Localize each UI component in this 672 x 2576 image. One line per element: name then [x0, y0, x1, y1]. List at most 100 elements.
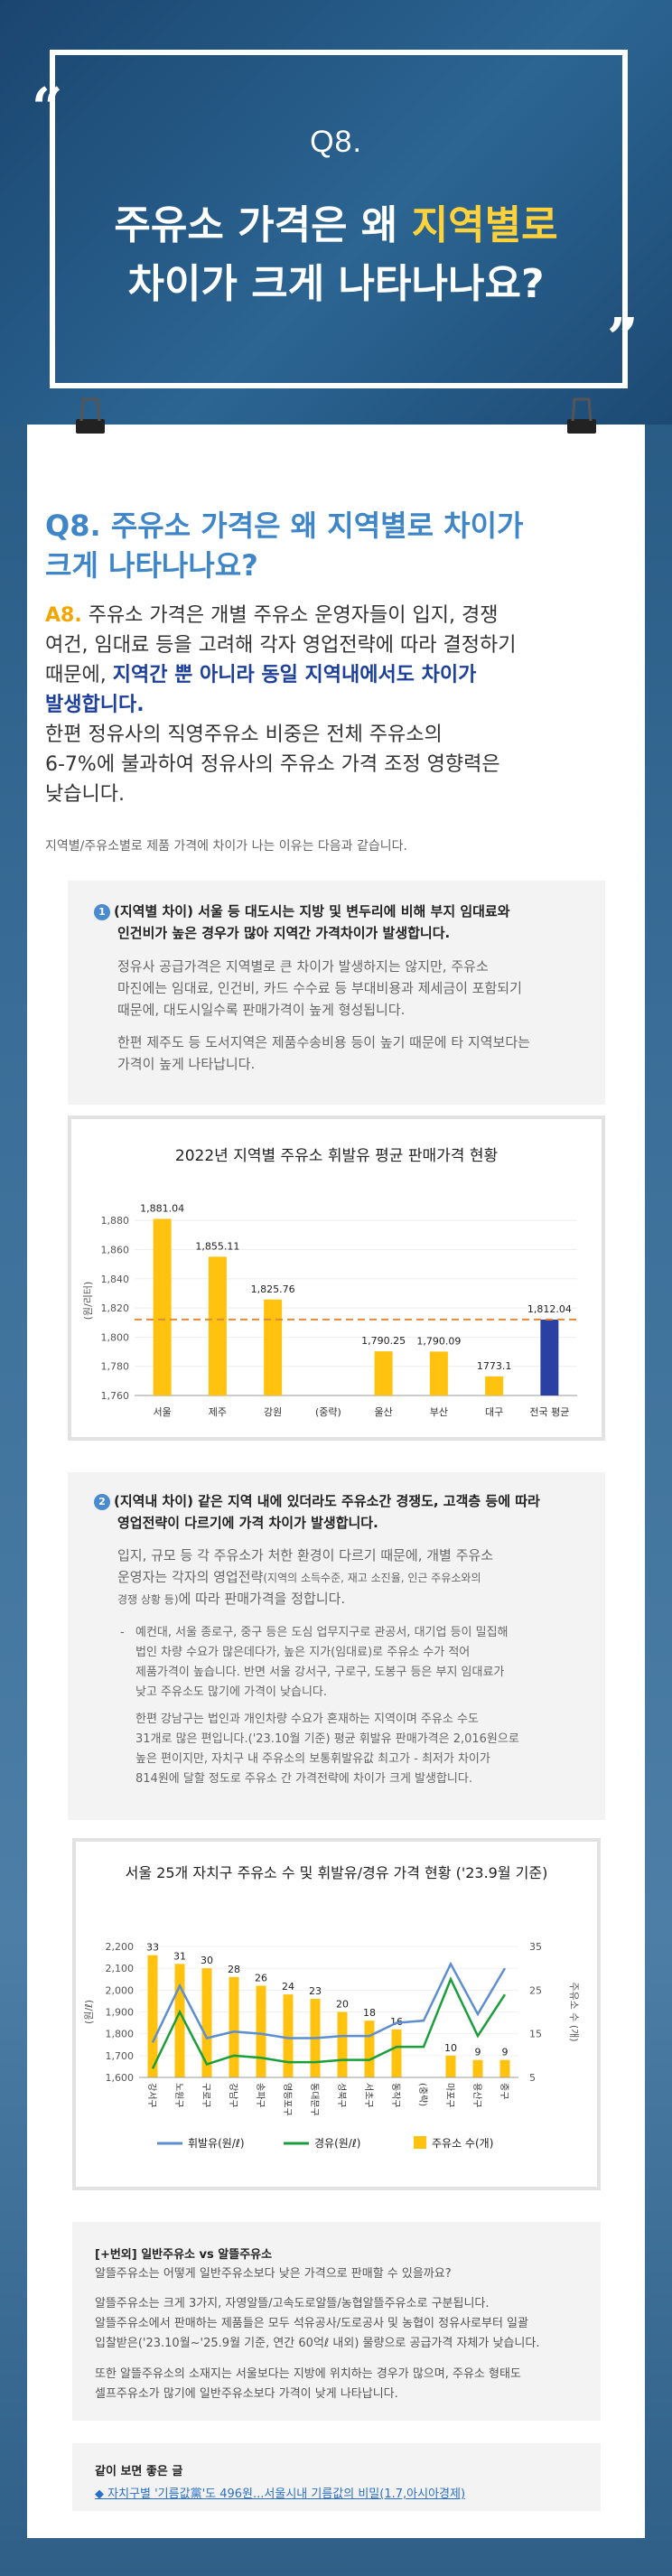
bar — [264, 1299, 283, 1395]
data-label: 28 — [228, 1964, 240, 1975]
bar — [229, 1976, 239, 2077]
data-label: 1,855.11 — [195, 1240, 239, 1252]
legend-label: 주유소 수(개) — [432, 2137, 493, 2150]
example-text: 낮고 주유소도 많기에 가격이 낮습니다. — [135, 1685, 328, 1699]
y2-tick-label: 35 — [529, 1941, 542, 1953]
legend-swatch — [414, 2136, 426, 2149]
bar — [374, 1351, 393, 1395]
related-title: 같이 보면 좋은 글 — [95, 2465, 183, 2478]
example-text: 높은 편이지만, 자치구 내 주유소의 보통휘발유값 최고가 - 최저가 차이가 — [135, 1752, 490, 1766]
bar — [499, 2059, 510, 2077]
legend-label: 경유(원/ℓ) — [314, 2137, 360, 2150]
data-label: 31 — [173, 1950, 186, 1962]
bar — [174, 1964, 185, 2077]
extra-note-text: 또한 알뜰주유소의 소재지는 서울보다는 지방에 위치하는 경우가 많으며, 주… — [95, 2367, 521, 2381]
data-label: 1,812.04 — [527, 1303, 572, 1315]
data-label: 1,825.76 — [251, 1283, 295, 1295]
y2-axis-label: 주유소 수 (개) — [568, 1982, 580, 2041]
gasoline-price-line — [151, 1961, 507, 2043]
bar — [153, 1218, 172, 1395]
hero-title-part: 주유소 가격은 왜 — [114, 202, 412, 248]
x-tick-label: 부산 — [430, 1406, 448, 1418]
bar — [445, 2055, 456, 2077]
extra-note-box — [72, 2222, 601, 2421]
bar — [283, 1994, 294, 2077]
answer-line: 때문에, 지역간 뿐 아니라 동일 지역내에서도 차이가 — [45, 660, 623, 690]
bar — [472, 2059, 483, 2077]
y-tick-label: 1,800 — [101, 1331, 130, 1343]
x-tick-label: 서울 — [154, 1406, 172, 1418]
data-label: 9 — [475, 2047, 481, 2058]
hero-frame — [50, 50, 628, 388]
answer-text: A8. 주유소 가격은 개별 주유소 운영자들이 입지, 경쟁 여건, 임대료 … — [45, 601, 623, 809]
y-tick-label: 2,000 — [106, 1984, 135, 1996]
y-tick-label: 2,200 — [106, 1941, 135, 1953]
reason-text: 때문에, 대도시일수록 판매가격이 높게 형성됩니다. — [117, 1002, 406, 1018]
number-badge: 2 — [94, 1494, 110, 1510]
intro-text: 지역별/주유소별로 제품 가격에 차이가 나는 이유는 다음과 같습니다. — [45, 839, 407, 854]
x-tick-label: 서초구 — [363, 2083, 374, 2108]
data-label: 20 — [336, 1999, 349, 2011]
x-tick-label: 대구 — [485, 1406, 503, 1418]
x-tick-label: 강남구 — [228, 2083, 238, 2108]
y-tick-label: 1,900 — [106, 2007, 135, 2019]
related-box — [72, 2443, 601, 2511]
section-title-line: Q8. 주유소 가격은 왜 지역별로 차이가 — [45, 509, 524, 543]
x-tick-label: 구로구 — [201, 2083, 210, 2108]
legend-label: 휘발유(원/ℓ) — [188, 2137, 245, 2150]
reason-text: 한편 제주도 등 도서지역은 제품수송비용 등이 높기 때문에 타 지역보다는 — [117, 1034, 530, 1050]
example-text: 법인 차량 수요가 많은데다가, 높은 지가(임대료)로 주유소 수가 적어 — [135, 1646, 471, 1659]
related-article-text[interactable]: 자치구별 '기름값黨'도 496원...서울시내 기름값의 비밀(1.7,아시아… — [107, 2487, 466, 2501]
reason-span: 운영자는 각자의 영업전략 — [117, 1569, 264, 1585]
reason-text: 가격이 높게 나타납니다. — [117, 1056, 256, 1072]
reason-text: 정유사 공급가격은 지역별로 큰 차이가 발생하지는 않지만, 주유소 — [117, 958, 489, 975]
x-tick-label: 영등포구 — [282, 2083, 293, 2116]
related-article-link[interactable]: ◆ 자치구별 '기름값黨'도 496원...서울시내 기름값의 비밀(1.7,아… — [95, 2484, 465, 2501]
section-title-line: 크게 나타나나요? — [45, 548, 258, 583]
y-tick-label: 1,600 — [106, 2072, 135, 2084]
answer-line: A8. 주유소 가격은 개별 주유소 운영자들이 입지, 경쟁 — [45, 601, 623, 630]
bullet-icon: ◆ — [95, 2487, 108, 2501]
reason-heading-line: 인건비가 높은 경우가 많아 지역간 가격차이가 발생합니다. — [117, 925, 451, 941]
data-label: 30 — [201, 1955, 213, 1966]
bar — [337, 2011, 348, 2077]
reason-text: 경쟁 상황 등)에 따라 판매가격을 정합니다. — [117, 1588, 345, 1610]
bullet-dash: - — [120, 1626, 125, 1639]
example-text: 31개로 많은 편입니다.('23.10월 기준) 평균 휘발유 판매가격은 2… — [135, 1732, 519, 1746]
bar — [485, 1376, 504, 1395]
reason-text: 운영자는 각자의 영업전략(지역의 소득수준, 재고 소진율, 인근 주유소와의 — [117, 1566, 481, 1589]
x-tick-label: 성북구 — [336, 2083, 347, 2108]
hero-banner: “ ” Q8. 주유소 가격은 왜 지역별로 차이가 크게 나타나나요? — [0, 0, 672, 425]
y-axis-label: (원/ℓ) — [83, 2000, 95, 2024]
example-text: 한편 강남구는 법인과 개인차량 수요가 혼재하는 지역이며 주유소 수도 — [135, 1713, 479, 1726]
reason-text: 마진에는 임대료, 인건비, 카드 수수료 등 부대비용과 제세금이 포함되기 — [117, 980, 522, 996]
x-tick-label: 강서구 — [146, 2083, 157, 2108]
x-tick-label: 마포구 — [444, 2083, 455, 2108]
reason-span: 에 따라 판매가격을 정합니다. — [178, 1591, 346, 1607]
answer-span: 주유소 가격은 개별 주유소 운영자들이 입지, 경쟁 — [81, 604, 499, 627]
answer-label: A8. — [45, 604, 82, 627]
data-label: 26 — [255, 1973, 267, 1984]
answer-line: 낮습니다. — [45, 783, 125, 806]
hero-question-number: Q8. — [310, 125, 362, 159]
bar — [256, 1985, 266, 2077]
hero-title-line2: 차이가 크게 나타나나요? — [127, 261, 545, 307]
bar — [364, 2021, 375, 2077]
data-label: 24 — [282, 1981, 294, 1993]
bar — [391, 2029, 402, 2077]
bar — [429, 1351, 448, 1395]
y2-tick-label: 5 — [529, 2072, 536, 2084]
extra-note-text: 알뜰주유소에서 판매하는 제품들은 모두 석유공사/도로공사 및 농협이 정유사… — [95, 2317, 528, 2330]
reason-aside: (지역의 소득수준, 재고 소진율, 인근 주유소와의 — [263, 1572, 481, 1584]
chart-title: 2022년 지역별 주유소 휘발유 평균 판매가격 현황 — [174, 1147, 499, 1165]
y2-tick-label: 15 — [529, 2029, 542, 2040]
answer-highlight: 발생합니다. — [45, 694, 145, 716]
answer-line: 여건, 임대료 등을 고려해 각자 영업전략에 따라 결정하기 — [45, 634, 517, 657]
data-label: 1,881.04 — [140, 1202, 184, 1214]
x-tick-label: 노원구 — [173, 2083, 184, 2108]
example-text: 814원에 달할 정도로 주유소 간 가격전략에 차이가 크게 발생합니다. — [135, 1772, 472, 1786]
y2-tick-label: 25 — [529, 1984, 542, 1996]
reason-box-2 — [68, 1472, 605, 1820]
number-badge: 1 — [94, 904, 110, 920]
x-tick-label: 제주 — [209, 1406, 227, 1418]
